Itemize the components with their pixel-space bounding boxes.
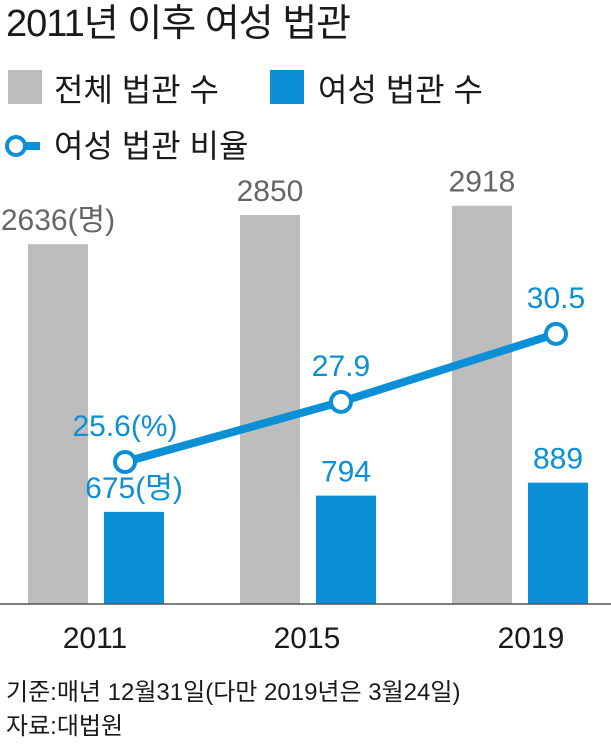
x-tick-2019: 2019 — [498, 622, 565, 655]
x-axis-ticks: 2011 2015 2019 — [63, 622, 565, 655]
value-labels: 2636(명) 2850 2918 675(명) 794 889 25.6(%) 27.9 30… — [1, 166, 585, 505]
x-tick-2011: 2011 — [63, 622, 128, 655]
female-bar-label-2019: 889 — [533, 443, 583, 476]
footnote-source: 자료:대법원 — [6, 713, 123, 740]
legend-label-ratio: 여성 법관 비율 — [54, 128, 248, 164]
ratio-point-2011 — [113, 450, 137, 474]
legend-label-total: 전체 법관 수 — [54, 72, 219, 108]
female-bar-2011 — [104, 511, 164, 604]
chart-title: 2011년 이후 여성 법관 — [6, 3, 350, 45]
legend-swatch-total — [8, 70, 42, 104]
legend-label-female: 여성 법관 수 — [318, 72, 483, 108]
female-bar-label-2015: 794 — [321, 456, 371, 489]
female-bar-label-2011: 675(명) — [85, 472, 183, 505]
total-bar-label-2019: 2918 — [449, 166, 516, 199]
female-bar-2019 — [528, 482, 588, 604]
ratio-label-2015: 27.9 — [312, 350, 370, 383]
total-bar-label-2015: 2850 — [237, 175, 304, 208]
total-bar-2011 — [28, 244, 88, 604]
female-judges-bars — [104, 482, 588, 604]
ratio-label-2019: 30.5 — [527, 282, 585, 315]
ratio-label-2011: 25.6(%) — [72, 410, 177, 443]
female-bar-2015 — [316, 495, 376, 604]
legend-swatch-female — [270, 70, 304, 104]
footnote-basis: 기준:매년 12월31일(다만 2019년은 3월24일) — [6, 679, 460, 706]
legend: 전체 법관 수 여성 법관 수여성 법관 비율 — [5, 70, 483, 164]
total-bar-2015 — [240, 214, 300, 604]
total-bar-2019 — [452, 205, 512, 604]
legend-marker-ratio — [5, 135, 27, 157]
total-judges-bars — [28, 205, 512, 604]
x-tick-2015: 2015 — [274, 622, 341, 655]
ratio-point-2015 — [329, 389, 353, 414]
female-ratio-line — [113, 321, 568, 474]
total-bar-label-2011: 2636(명) — [1, 204, 115, 237]
ratio-point-2019 — [544, 321, 568, 346]
